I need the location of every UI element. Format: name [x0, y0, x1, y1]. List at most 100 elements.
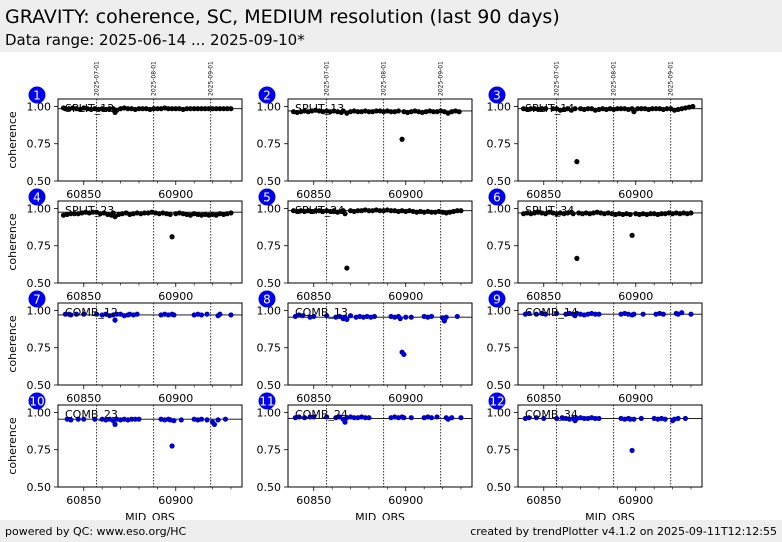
data-point — [581, 415, 587, 422]
panel-number-badge — [258, 392, 276, 410]
data-point — [570, 211, 576, 217]
report-header: GRAVITY: coherence, SC, MEDIUM resolutio… — [0, 0, 782, 52]
y-tick-label: 1.00 — [487, 202, 512, 215]
data-point — [198, 312, 205, 318]
data-point — [675, 415, 681, 422]
chart-panel-1: 2025-07-01 2025-08-01 2025-09-01 0.50 0.75 1.… — [6, 61, 243, 201]
data-point — [90, 209, 96, 215]
data-point — [428, 313, 435, 320]
data-point — [134, 311, 140, 317]
data-point — [296, 414, 302, 420]
data-point — [307, 414, 313, 420]
panel-label: COMB_34 — [525, 408, 578, 421]
data-point — [454, 208, 460, 214]
y-tick-label: 0.75 — [27, 138, 52, 151]
y-axis-label: coherence — [6, 315, 19, 373]
chart-panel-9: 0.50 0.75 1.00 60850 60900 COMB_14 9 — [487, 290, 703, 405]
panel-number: 7 — [33, 293, 41, 307]
panel-label: SPLIT_23 — [65, 204, 114, 217]
data-point — [550, 106, 556, 112]
panel-label: COMB_24 — [295, 408, 348, 421]
data-point — [171, 418, 177, 424]
data-point — [112, 317, 118, 323]
x-tick-label: 60850 — [526, 290, 561, 303]
x-tick-label: 60900 — [618, 392, 653, 405]
data-point — [362, 415, 368, 421]
x-tick-label: 60850 — [66, 494, 101, 507]
data-point — [178, 417, 184, 423]
y-tick-label: 0.50 — [257, 277, 282, 290]
y-tick-label: 0.50 — [257, 175, 282, 188]
data-point — [136, 106, 142, 112]
data-point — [154, 106, 160, 112]
date-marker-label: 2025-07-01 — [94, 61, 101, 96]
y-tick-label: 1.00 — [487, 304, 512, 317]
data-point — [585, 106, 591, 112]
y-tick-label: 0.75 — [257, 342, 282, 355]
y-tick-label: 0.75 — [257, 240, 282, 253]
panel-label: COMB_12 — [65, 306, 118, 319]
data-point — [629, 232, 635, 238]
x-tick-label: 60900 — [388, 494, 423, 507]
data-point — [574, 159, 580, 165]
panel-number: 5 — [263, 191, 271, 205]
data-point — [169, 234, 175, 240]
chart-grid: 2025-07-01 2025-08-01 2025-09-01 0.50 0.75 1.… — [6, 61, 703, 520]
x-tick-label: 60900 — [618, 188, 653, 201]
y-tick-label: 0.75 — [487, 444, 512, 457]
data-point — [73, 311, 79, 317]
plot-frame — [287, 302, 473, 386]
y-tick-label: 1.00 — [27, 100, 52, 113]
data-point — [454, 313, 460, 320]
data-point — [300, 313, 306, 319]
data-point — [169, 443, 175, 449]
data-point — [614, 106, 620, 112]
plot-frame — [57, 98, 243, 182]
date-marker-label: 2025-09-01 — [668, 61, 675, 96]
data-point — [71, 211, 78, 217]
data-point — [627, 416, 633, 422]
data-point — [690, 103, 696, 110]
panel-label: SPLIT_24 — [295, 204, 344, 217]
data-point — [165, 106, 171, 112]
data-point — [204, 311, 210, 317]
data-range: Data range: 2025-06-14 ... 2025-09-10* — [5, 31, 305, 49]
data-point — [688, 311, 694, 317]
y-tick-label: 1.00 — [257, 406, 282, 419]
data-point — [167, 211, 173, 218]
panel-number-badge — [28, 188, 46, 206]
data-point — [430, 109, 436, 115]
data-point — [221, 106, 227, 112]
data-point — [458, 208, 464, 214]
data-point — [533, 311, 540, 317]
x-tick-label: 60850 — [296, 494, 331, 507]
x-tick-label: 60900 — [158, 494, 193, 507]
data-point — [660, 311, 666, 317]
data-point — [366, 208, 372, 214]
data-point — [169, 106, 175, 112]
data-point — [366, 109, 372, 115]
report-footer: powered by QC: www.eso.org/HC created by… — [0, 520, 782, 542]
data-point — [211, 421, 217, 427]
data-point — [75, 416, 81, 422]
data-point — [388, 109, 394, 115]
panel-label: COMB_23 — [65, 408, 118, 421]
data-point — [635, 106, 641, 112]
x-tick-label: 60850 — [526, 392, 561, 405]
y-tick-label: 0.75 — [27, 240, 52, 253]
data-point — [539, 106, 545, 112]
panel-number-badge — [28, 392, 46, 410]
footer-created-by: created by trendPlotter v4.1.2 on 2025-0… — [470, 525, 777, 538]
data-point — [198, 416, 205, 422]
data-point — [311, 313, 317, 320]
y-tick-label: 1.00 — [27, 202, 52, 215]
data-point — [228, 312, 234, 318]
data-point — [401, 351, 407, 358]
panel-number-badge — [28, 290, 46, 308]
data-point — [631, 311, 637, 317]
panel-label: SPLIT_12 — [65, 102, 114, 115]
data-point — [141, 210, 148, 216]
data-point — [140, 106, 146, 112]
data-point — [428, 415, 435, 421]
data-point — [342, 419, 348, 425]
